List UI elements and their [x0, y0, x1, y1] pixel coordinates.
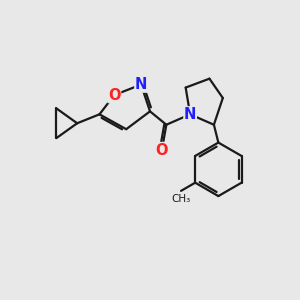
Text: N: N	[184, 107, 196, 122]
Text: N: N	[135, 77, 147, 92]
Text: O: O	[156, 142, 168, 158]
Text: O: O	[108, 88, 121, 103]
Text: CH₃: CH₃	[171, 194, 191, 204]
